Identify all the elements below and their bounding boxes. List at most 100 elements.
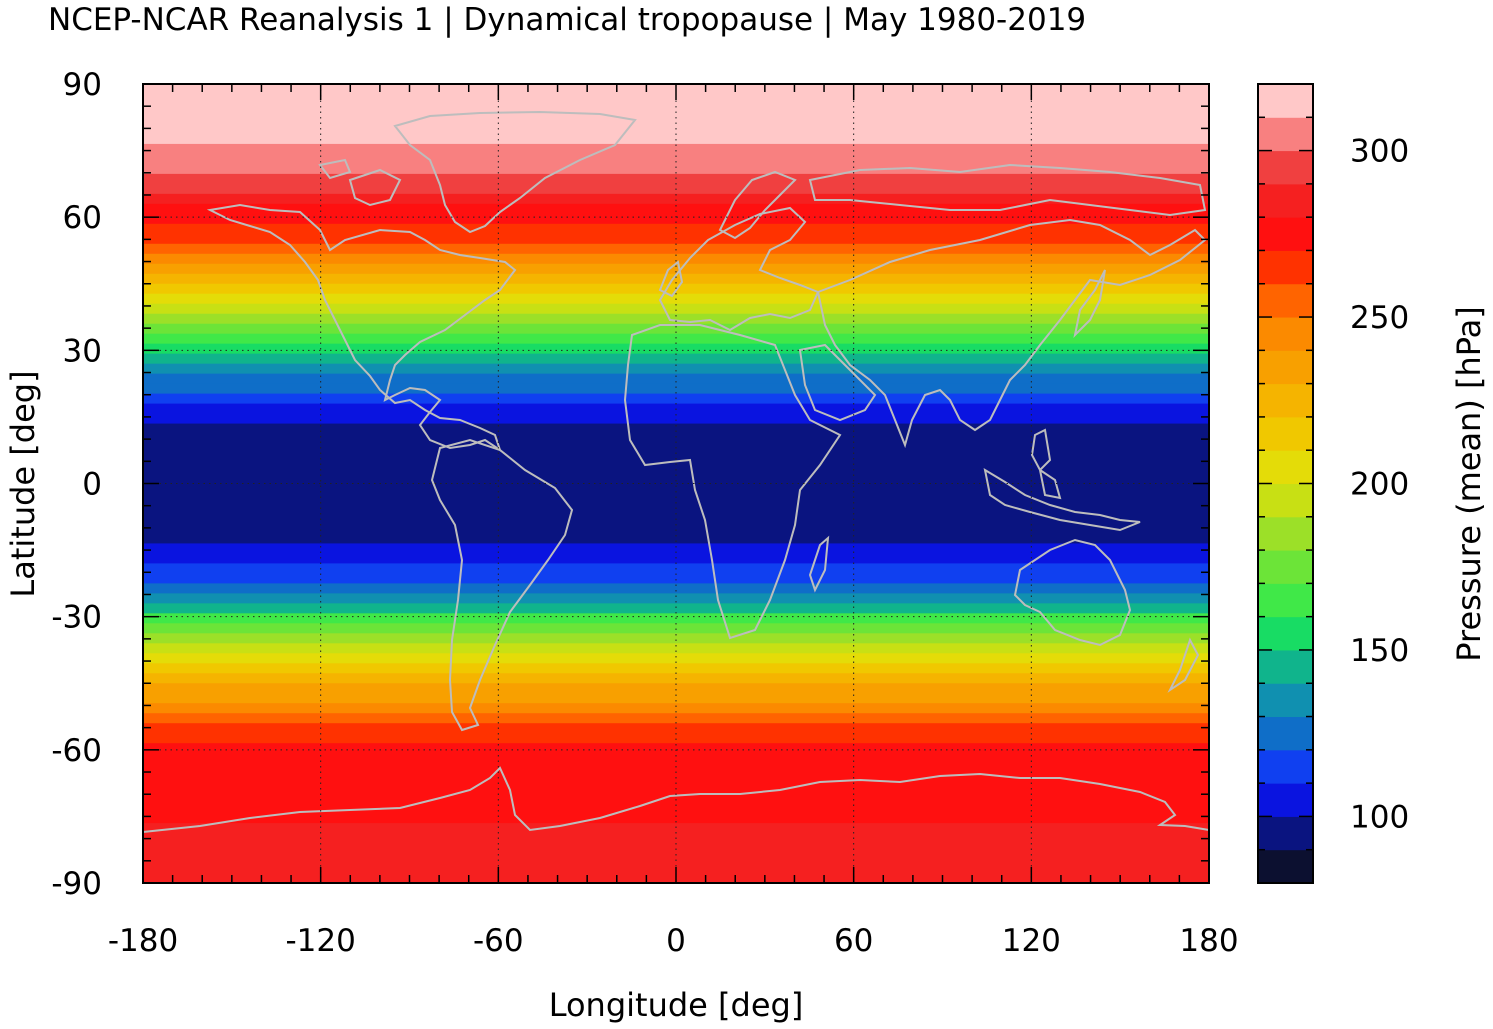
- pressure-band: [143, 533, 1209, 545]
- colorbar-swatch: [1258, 383, 1313, 418]
- pressure-band: [143, 413, 1209, 425]
- pressure-band: [143, 753, 1209, 764]
- pressure-band: [143, 663, 1209, 674]
- pressure-band: [143, 143, 1209, 155]
- colorbar-swatch: [1258, 550, 1313, 584]
- y-axis-label: Latitude [deg]: [4, 370, 42, 597]
- colorbar-swatch: [1258, 283, 1313, 318]
- pressure-band: [143, 583, 1209, 594]
- pressure-band: [143, 333, 1209, 345]
- coastline-scandinavia: [718, 170, 797, 240]
- coastline-antarctica: [142, 766, 1210, 833]
- x-tick-label: 60: [834, 923, 873, 959]
- colorbar: [1257, 83, 1314, 884]
- colorbar-ticks: 300 250 200 150 100: [1258, 116, 1409, 851]
- x-tick-label: -60: [473, 923, 524, 959]
- pressure-band: [143, 763, 1209, 774]
- chart-title: NCEP-NCAR Reanalysis 1 | Dynamical tropo…: [48, 2, 1087, 38]
- pressure-band: [143, 113, 1209, 125]
- pressure-band: [143, 463, 1209, 475]
- pressure-band: [143, 313, 1209, 325]
- coastline-madagascar: [808, 535, 830, 593]
- pressure-band: [143, 733, 1209, 744]
- colorbar-swatch: [1258, 816, 1313, 851]
- colorbar-swatch: [1258, 350, 1313, 385]
- coastline-north-america: [206, 203, 517, 453]
- pressure-band: [143, 633, 1209, 644]
- coastline-new-zealand: [1167, 637, 1200, 693]
- pressure-band: [143, 303, 1209, 315]
- coastline-arabia: [798, 343, 877, 422]
- pressure-band: [143, 443, 1209, 455]
- pressure-band: [143, 703, 1209, 714]
- pressure-band: [143, 603, 1209, 614]
- grid-lines: [143, 84, 1209, 883]
- colorbar-swatch: [1258, 183, 1313, 218]
- y-tick-label: -90: [51, 866, 102, 902]
- pressure-band: [143, 483, 1209, 495]
- coastline-britain: [658, 260, 684, 298]
- x-tick-label: 180: [1179, 923, 1238, 959]
- x-axis-label: Longitude [deg]: [549, 986, 804, 1024]
- pressure-band: [143, 203, 1209, 215]
- x-tick-labels: -180 -120 -60 0 60 120 180: [108, 923, 1239, 959]
- y-tick-labels: 90 60 30 0 -30 -60 -90: [51, 67, 102, 902]
- pressure-band: [143, 803, 1209, 814]
- pressure-band: [143, 813, 1209, 824]
- x-tick-label: 0: [666, 923, 686, 959]
- y-tick-label: 90: [63, 67, 102, 103]
- coastline-siberia: [808, 163, 1207, 217]
- pressure-band: [143, 383, 1209, 395]
- pressure-band: [143, 643, 1209, 654]
- pressure-band: [143, 363, 1209, 375]
- colorbar-swatch: [1258, 749, 1313, 784]
- pressure-band: [143, 173, 1209, 185]
- pressure-band: [143, 843, 1209, 854]
- coastline-japan: [1073, 269, 1106, 339]
- colorbar-swatch: [1258, 516, 1313, 551]
- colorbar-label: Pressure (mean) [hPa]: [1450, 306, 1488, 661]
- pressure-band: [143, 683, 1209, 694]
- colorbar-swatch: [1258, 683, 1313, 718]
- pressure-band: [143, 103, 1209, 115]
- colorbar-swatch: [1258, 583, 1313, 618]
- pressure-band: [143, 493, 1209, 505]
- pressure-band: [143, 573, 1209, 584]
- colorbar-swatch: [1258, 416, 1313, 451]
- coastline-africa: [623, 324, 842, 640]
- colorbar-swatch: [1258, 783, 1313, 817]
- pressure-band: [143, 593, 1209, 604]
- pressure-band: [143, 353, 1209, 365]
- pressure-band: [143, 273, 1209, 285]
- coastline-arctic-islands: [318, 158, 402, 207]
- colorbar-swatch: [1258, 483, 1313, 518]
- colorbar-swatch: [1258, 250, 1313, 285]
- pressure-band: [143, 433, 1209, 445]
- pressure-band: [143, 693, 1209, 704]
- pressure-band: [143, 523, 1209, 535]
- colorbar-tick-label: 100: [1350, 799, 1409, 835]
- colorbar-swatch: [1258, 849, 1313, 884]
- colorbar-swatch: [1258, 450, 1313, 484]
- pressure-band: [143, 653, 1209, 664]
- coastline-greenland: [393, 110, 637, 234]
- x-tick-label: 120: [1002, 923, 1061, 959]
- colorbar-swatch: [1258, 150, 1313, 185]
- pressure-band: [143, 373, 1209, 385]
- coastline-indonesia: [983, 428, 1141, 532]
- y-tick-label: 60: [63, 200, 102, 236]
- pressure-band: [143, 263, 1209, 275]
- pressure-band: [143, 743, 1209, 754]
- coastline-south-america: [430, 438, 574, 732]
- colorbar-tick-label: 150: [1350, 633, 1409, 669]
- colorbar-tick-label: 250: [1350, 300, 1409, 336]
- coastline-asia: [816, 218, 1207, 449]
- colorbar-swatch: [1258, 84, 1313, 118]
- x-tick-label: -120: [285, 923, 355, 959]
- pressure-band: [143, 553, 1209, 564]
- colorbar-tick-label: 200: [1350, 467, 1409, 503]
- colorbar-swatch: [1258, 217, 1313, 251]
- pressure-band: [143, 193, 1209, 205]
- pressure-band: [143, 423, 1209, 435]
